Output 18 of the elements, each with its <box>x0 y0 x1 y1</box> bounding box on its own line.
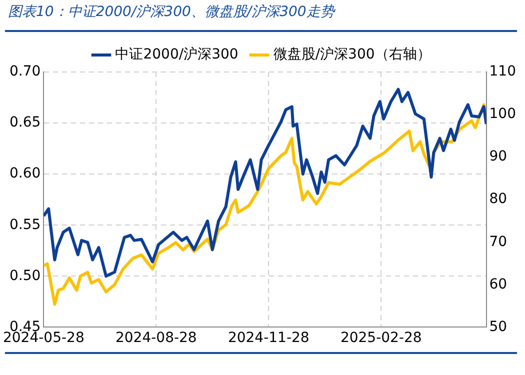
y2-tick-label: 110 <box>489 64 516 80</box>
x-tick-label: 2024-08-28 <box>115 330 197 346</box>
x-tick-label: 2024-11-28 <box>228 330 310 346</box>
y-tick-label: 0.50 <box>10 268 41 284</box>
y2-tick-label: 100 <box>489 106 516 122</box>
y2-tick-label: 50 <box>489 318 508 335</box>
y-tick-label: 0.60 <box>10 166 41 182</box>
y-tick-label: 0.70 <box>10 64 41 80</box>
y-tick-label: 0.55 <box>10 216 41 233</box>
legend-label: 中证2000/沪深300 <box>115 46 238 63</box>
y-tick-label: 0.65 <box>10 114 41 131</box>
y2-tick-label: 90 <box>489 148 508 165</box>
x-tick-label: 2025-02-28 <box>340 330 422 346</box>
y2-tick-label: 80 <box>489 191 508 208</box>
y2-tick-label: 70 <box>489 234 508 250</box>
y2-tick-label: 60 <box>489 276 508 292</box>
chart-title: 图表10：中证2000/沪深300、微盘股/沪深300走势 <box>8 3 334 21</box>
legend-label: 微盘股/沪深300（右轴） <box>273 46 431 63</box>
